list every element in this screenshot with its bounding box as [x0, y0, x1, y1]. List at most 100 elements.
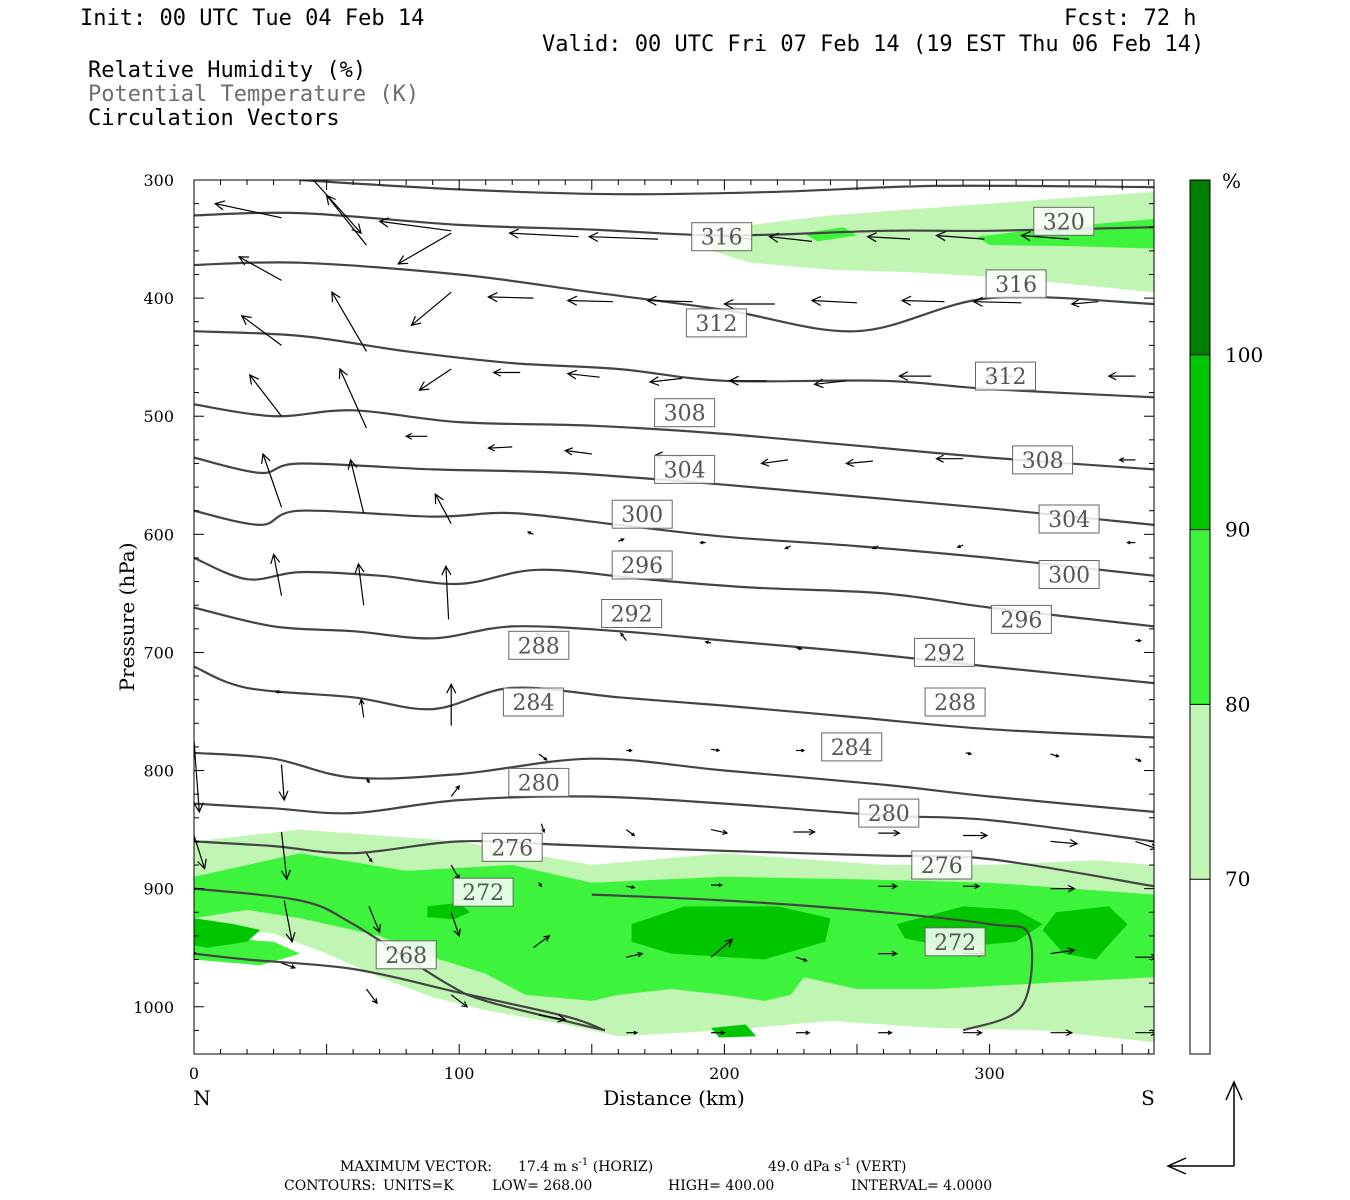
contour-label: 288 — [508, 630, 570, 660]
rh-shading — [194, 191, 1154, 1043]
circulation-vector — [878, 1030, 893, 1036]
circulation-vector — [358, 698, 365, 718]
circulation-vector — [540, 823, 546, 834]
theta-contour-304 — [194, 456, 1154, 526]
circulation-vector — [965, 751, 973, 756]
circulation-vector — [963, 883, 981, 890]
rh-region-90 — [631, 906, 831, 960]
circulation-vector — [312, 180, 362, 235]
max-vector-label: MAXIMUM VECTOR: — [340, 1159, 492, 1175]
svg-text:276: 276 — [921, 854, 963, 879]
circulation-vector — [450, 994, 469, 1008]
field-rh-title: Relative Humidity (%) — [88, 58, 366, 83]
svg-text:268: 268 — [385, 944, 427, 969]
circulation-vector — [813, 378, 847, 389]
contour-label: 272 — [924, 927, 986, 957]
theta-contour-284 — [194, 751, 1154, 813]
circulation-vector — [878, 829, 901, 837]
south-end-label: S — [1141, 1086, 1155, 1110]
contour-label: 276 — [911, 850, 973, 880]
circulation-vector — [213, 200, 282, 219]
contour-label: 296 — [990, 604, 1052, 634]
svg-text:272: 272 — [462, 881, 504, 906]
contour-interval: INTERVAL= 4.0000 — [851, 1178, 992, 1194]
circulation-vector — [325, 194, 367, 246]
contour-label: 288 — [924, 687, 986, 717]
circulation-vector — [620, 632, 627, 641]
colorbar-level-label: 70 — [1225, 867, 1250, 891]
contour-label: 292 — [914, 637, 975, 667]
plot-frame — [193, 179, 1155, 1055]
svg-text:296: 296 — [1000, 608, 1042, 633]
theta-contour-316 — [194, 261, 1154, 333]
circulation-vector — [1135, 638, 1143, 643]
circulation-vector — [397, 232, 452, 265]
svg-text:292: 292 — [924, 641, 966, 666]
max-vector-vert: 49.0 dPa s-1 (VERT) — [768, 1157, 906, 1175]
circulation-vector — [338, 367, 367, 429]
circulation-vector — [900, 295, 945, 306]
svg-text:304: 304 — [1048, 508, 1090, 533]
circulation-vector — [711, 748, 721, 752]
circulation-vector — [878, 950, 899, 957]
circulation-vector — [1050, 838, 1079, 848]
circulation-vector — [526, 531, 534, 535]
contour-label: 280 — [858, 798, 920, 828]
colorbar-swatch — [1190, 704, 1210, 880]
circulation-vector — [768, 232, 812, 243]
circulation-vector — [1135, 758, 1142, 762]
contour-label: 316 — [691, 222, 753, 252]
circulation-vector — [626, 1030, 639, 1035]
circulation-vector — [1107, 371, 1136, 381]
theta-contour-272 — [591, 893, 1034, 1032]
circulation-vector — [710, 938, 734, 958]
colorbar-level-label: 90 — [1225, 518, 1250, 542]
circulation-vector — [237, 256, 282, 281]
circulation-vector — [446, 682, 457, 726]
circulation-vector — [878, 883, 899, 890]
svg-text:272: 272 — [934, 931, 976, 956]
circulation-vector — [533, 935, 551, 949]
x-tick-label: 0 — [189, 1064, 199, 1083]
circulation-vector — [365, 777, 370, 784]
circulation-vector — [866, 232, 911, 243]
circulation-vector — [587, 231, 659, 243]
circulation-vector — [538, 753, 548, 761]
circulation-vector — [365, 852, 373, 863]
circulation-vector — [711, 1030, 726, 1036]
svg-text:300: 300 — [1048, 564, 1090, 589]
rh-region-80 — [803, 227, 857, 242]
north-end-label: N — [193, 1086, 211, 1110]
y-tick-label: 900 — [143, 880, 174, 899]
circulation-vector — [274, 690, 282, 694]
svg-text:296: 296 — [621, 554, 663, 579]
contour-label: 312 — [975, 361, 1036, 391]
circulation-vector — [563, 447, 592, 456]
circulation-vector — [845, 458, 873, 467]
circulation-vector — [796, 748, 806, 753]
svg-text:288: 288 — [518, 634, 560, 659]
field-vectors-title: Circulation Vectors — [88, 106, 340, 131]
circulation-vector — [378, 217, 452, 232]
theta-contour-312 — [194, 330, 1154, 399]
contour-label: 300 — [611, 499, 673, 529]
svg-text:300: 300 — [621, 503, 663, 528]
circulation-vector — [646, 295, 693, 306]
contour-label: 276 — [481, 832, 543, 862]
circulation-vector — [898, 371, 932, 381]
axis-ticks: 0 100 200 300 300 400 500 600 700 800 900 1000 — [133, 171, 1154, 1083]
circulation-vector — [760, 458, 789, 467]
colorbar-level-label: 80 — [1225, 692, 1250, 716]
circulation-vector — [793, 828, 816, 836]
contour-label: 296 — [611, 550, 673, 580]
circulation-vector — [625, 829, 636, 837]
circulation-vector — [365, 988, 378, 1005]
theta-contour-296 — [194, 556, 1154, 628]
y-tick-label: 700 — [143, 643, 174, 662]
circulation-vector — [699, 540, 706, 545]
circulation-vectors — [194, 180, 1154, 1037]
circulation-vector — [508, 228, 579, 239]
rh-region-90 — [1042, 906, 1128, 960]
circulation-vector — [450, 912, 461, 938]
